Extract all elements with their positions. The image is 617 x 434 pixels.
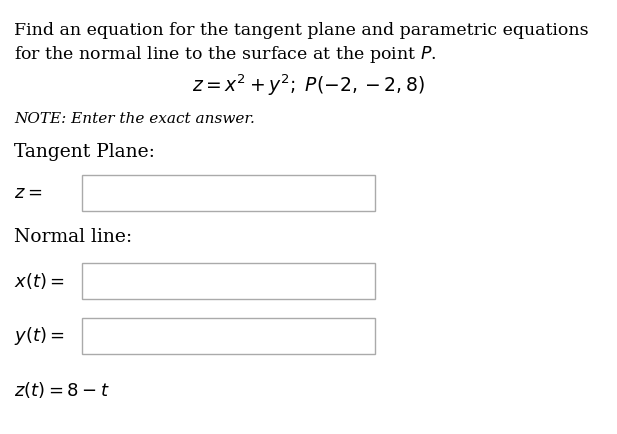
Bar: [82, 175, 375, 211]
Bar: [82, 318, 375, 354]
Text: Tangent Plane:: Tangent Plane:: [14, 143, 155, 161]
Text: Normal line:: Normal line:: [14, 228, 132, 246]
Text: $z = x^2 + y^2;\; P(-2,-2,8)$: $z = x^2 + y^2;\; P(-2,-2,8)$: [192, 72, 424, 98]
Text: $y(t) =$: $y(t) =$: [14, 325, 65, 347]
Text: NOTE: Enter the exact answer.: NOTE: Enter the exact answer.: [14, 112, 255, 126]
Bar: [82, 263, 375, 299]
Text: Find an equation for the tangent plane and parametric equations: Find an equation for the tangent plane a…: [14, 22, 589, 39]
Text: for the normal line to the surface at the point $P$.: for the normal line to the surface at th…: [14, 44, 436, 65]
Text: $z =$: $z =$: [14, 184, 42, 202]
Text: $x(t) =$: $x(t) =$: [14, 271, 65, 291]
Text: $z(t) = 8 - t$: $z(t) = 8 - t$: [14, 380, 110, 400]
